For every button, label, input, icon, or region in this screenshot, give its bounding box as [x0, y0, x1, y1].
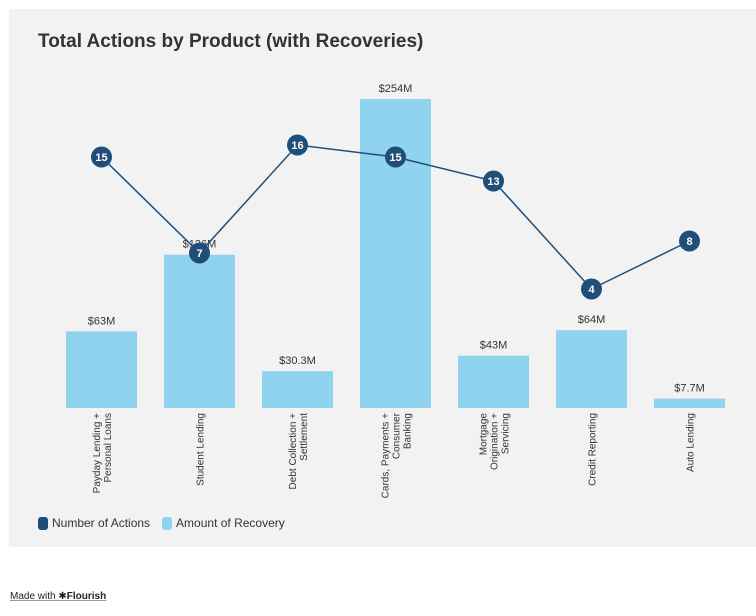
actions-point-4 [483, 170, 504, 192]
actions-point-0 [91, 146, 112, 168]
x-tick-label-1: Student Lending [196, 413, 207, 486]
x-tick-label-line: Mortgage [479, 413, 490, 456]
bar-3 [360, 99, 431, 408]
bar-value-label-6: $7.7M [674, 383, 705, 395]
bar-value-label-5: $64M [578, 314, 606, 326]
bar-2 [262, 371, 333, 408]
actions-point-6 [679, 230, 700, 252]
legend-item-recovery[interactable]: Amount of Recovery [162, 516, 285, 530]
actions-point-label-4: 13 [487, 176, 499, 188]
bar-value-label-0: $63M [88, 315, 116, 327]
x-tick-label-line: Debt Collection + [288, 413, 299, 490]
actions-point-1 [189, 242, 210, 264]
bar-value-label-4: $43M [480, 340, 508, 352]
chart-panel: Total Actions by Product (with Recoverie… [9, 9, 756, 547]
credit-prefix: Made with [10, 591, 56, 602]
x-tick-label-5: Credit Reporting [588, 413, 599, 486]
x-tick-label-line: Payday Lending + [92, 413, 103, 494]
legend-swatch-actions [38, 516, 48, 530]
x-tick-label-line: Cards, Payments + [381, 413, 392, 498]
bar-4 [458, 355, 529, 408]
actions-point-label-6: 8 [686, 236, 692, 248]
actions-point-label-0: 15 [95, 152, 107, 164]
actions-point-label-5: 4 [588, 284, 595, 296]
actions-point-3 [385, 146, 406, 168]
made-with-flourish-link[interactable]: Made with ✱Flourish [10, 591, 106, 602]
x-tick-label-line: Personal Loans [103, 413, 114, 483]
actions-point-label-1: 7 [196, 248, 202, 260]
x-tick-label-line: Settlement [299, 413, 310, 461]
x-tick-label-line: Servicing [501, 413, 512, 454]
x-tick-label-4: Mortgage Origination + Servicing [479, 413, 512, 470]
x-tick-label-0: Payday Lending + Personal Loans [92, 413, 114, 494]
x-tick-label-line: Banking [403, 413, 414, 449]
bar-6 [654, 398, 725, 408]
legend-label-actions: Number of Actions [52, 516, 151, 530]
bar-1 [164, 254, 235, 408]
x-tick-label-line: Credit Reporting [588, 413, 599, 486]
legend-label-recovery: Amount of Recovery [176, 516, 285, 530]
actions-point-5 [581, 278, 602, 300]
bar-value-label-2: $30.3M [279, 355, 316, 367]
legend: Number of Actions Amount of Recovery [38, 516, 297, 530]
x-tick-label-line: Consumer [392, 412, 403, 459]
actions-point-label-3: 15 [389, 152, 401, 164]
actions-point-label-2: 16 [291, 140, 303, 152]
legend-item-actions[interactable]: Number of Actions [38, 516, 150, 530]
x-tick-label-line: Origination + [490, 413, 501, 470]
combo-chart: $63M$126M$30.3M$254M$43M$64M$7.7MPayday … [66, 83, 725, 498]
actions-point-2 [287, 134, 308, 156]
chart-title: Total Actions by Product (with Recoverie… [38, 31, 424, 52]
legend-swatch-recovery [162, 516, 173, 530]
asterisk-icon: ✱ [58, 591, 67, 602]
x-tick-label-3: Cards, Payments + Consumer Banking [381, 412, 414, 498]
credit-brand: Flourish [66, 591, 107, 602]
bar-value-label-3: $254M [379, 83, 413, 95]
x-tick-label-line: Student Lending [196, 413, 207, 486]
x-tick-label-6: Auto Lending [686, 413, 697, 472]
bar-5 [556, 330, 627, 408]
x-tick-label-2: Debt Collection + Settlement [288, 413, 310, 490]
bar-0 [66, 331, 137, 408]
x-tick-label-line: Auto Lending [686, 413, 697, 472]
